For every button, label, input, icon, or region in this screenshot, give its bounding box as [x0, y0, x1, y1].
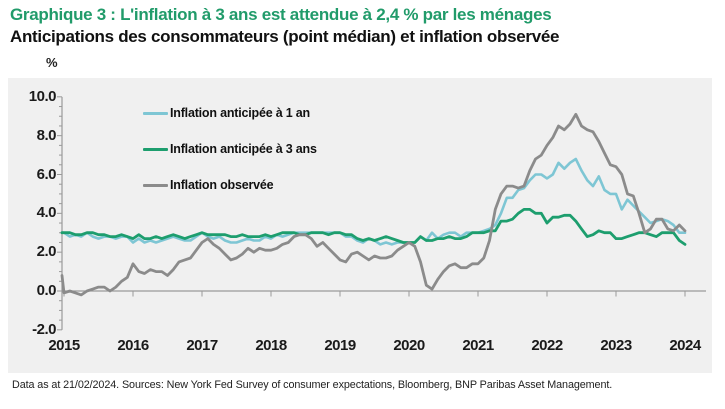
chart-panel	[8, 78, 712, 373]
x-tick-label: 2020	[393, 337, 425, 354]
x-tick-label: 2023	[600, 337, 632, 354]
x-tick-label: 2016	[117, 337, 149, 354]
y-tick-label: 6.0	[36, 166, 57, 183]
legend-item-3y: Inflation anticipée à 3 ans	[143, 141, 317, 157]
legend-label: Inflation observée	[170, 178, 274, 192]
legend-label: Inflation anticipée à 1 an	[170, 106, 310, 120]
y-tick-label: 2.0	[36, 243, 57, 260]
legend: Inflation anticipée à 1 an Inflation ant…	[143, 105, 317, 213]
y-tick-label: -2.0	[32, 321, 56, 338]
legend-item-1y: Inflation anticipée à 1 an	[143, 105, 317, 121]
y-tick-label: 4.0	[36, 204, 57, 221]
legend-swatch-1y	[143, 111, 168, 115]
y-tick-label: 0.0	[36, 282, 57, 299]
legend-swatch-3y	[143, 147, 168, 151]
y-tick-label: 8.0	[36, 127, 57, 144]
legend-swatch-observed	[143, 183, 168, 187]
x-tick-label: 2021	[462, 337, 494, 354]
x-tick-label: 2022	[531, 337, 563, 354]
legend-item-observed: Inflation observée	[143, 177, 317, 193]
x-tick-label: 2019	[324, 337, 356, 354]
x-tick-label: 2017	[186, 337, 218, 354]
x-tick-label: 2024	[669, 337, 701, 354]
legend-label: Inflation anticipée à 3 ans	[170, 142, 317, 156]
source-footnote: Data as at 21/02/2024. Sources: New York…	[12, 379, 613, 391]
y-axis-unit-label: %	[46, 55, 58, 70]
x-tick-label: 2015	[48, 337, 80, 354]
y-tick-label: 10.0	[28, 88, 57, 105]
figure-subtitle: Anticipations des consommateurs (point m…	[10, 27, 560, 46]
x-tick-label: 2018	[255, 337, 287, 354]
figure-title: Graphique 3 : L'inflation à 3 ans est at…	[10, 5, 552, 24]
